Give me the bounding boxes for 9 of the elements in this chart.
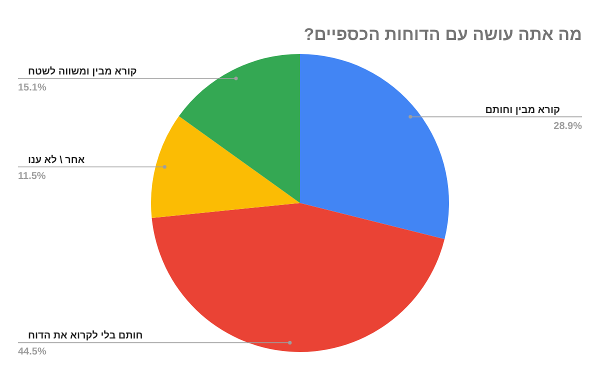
data-label: 15.1% — [18, 82, 46, 94]
data-label: 11.5% — [18, 170, 46, 182]
slice-label: אחר \ לא ענו — [28, 154, 85, 166]
data-label: 28.9% — [554, 120, 582, 132]
slice-label: חותם בלי לקרוא את הדוח — [28, 330, 143, 342]
slice-label: קורא מבין וחותם — [485, 104, 560, 116]
slice-label: קורא מבין ומשווה לשטח — [28, 65, 137, 78]
chart-title: מה אתה עושה עם הדוחות הכספיים? — [304, 25, 582, 44]
data-label: 44.5% — [18, 346, 46, 358]
